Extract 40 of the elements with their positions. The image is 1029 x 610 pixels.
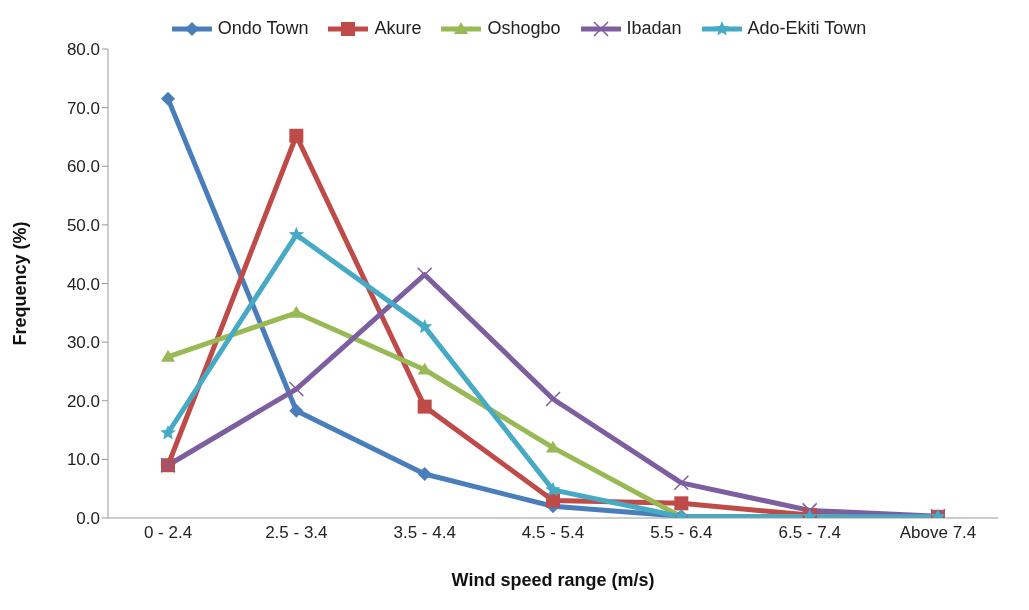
legend-label: Ado-Ekiti Town [747,18,867,39]
x-axis-title: Wind speed range (m/s) [451,570,655,590]
y-tick-label: 70.0 [66,98,100,118]
y-tick-label: 80.0 [66,40,100,60]
point [417,467,432,482]
point [288,381,305,397]
x-tick-label: 2.5 - 3.4 [265,523,328,543]
point [417,399,432,414]
x-tick-label: 6.5 - 7.4 [778,523,841,543]
point [673,475,690,491]
point [546,493,560,508]
y-tick-label: 60.0 [66,157,100,177]
y-tick-label: 20.0 [66,391,100,411]
point [289,403,304,418]
point [161,349,175,362]
point [161,91,175,106]
point [417,318,433,334]
point [801,502,818,518]
y-tick-label: 10.0 [66,450,100,470]
legend-label: Ondo Town [217,18,309,39]
x-tick-label: 5.5 - 6.4 [650,523,713,543]
point [545,481,561,497]
x-tick-label: 4.5 - 5.4 [521,523,585,543]
point [289,305,304,318]
y-tick-label: 0.0 [76,509,100,529]
legend-label: Akure [374,18,422,39]
x-tick-label: 0 - 2.4 [143,523,193,543]
point [674,496,689,511]
y-tick-label: 30.0 [66,333,100,353]
y-axis-title: Frequency (%) [10,221,31,346]
y-tick-label: 40.0 [66,274,100,294]
y-tick-label: 50.0 [66,215,100,235]
point [288,226,304,242]
x-tick-label: Above 7.4 [899,523,977,543]
legend-label: Ibadan [626,18,682,39]
point [160,424,176,440]
x-tick-label: 3.5 - 4.4 [393,523,456,543]
point [289,128,304,143]
point [546,440,560,453]
legend-label: Oshogbo [487,18,561,39]
